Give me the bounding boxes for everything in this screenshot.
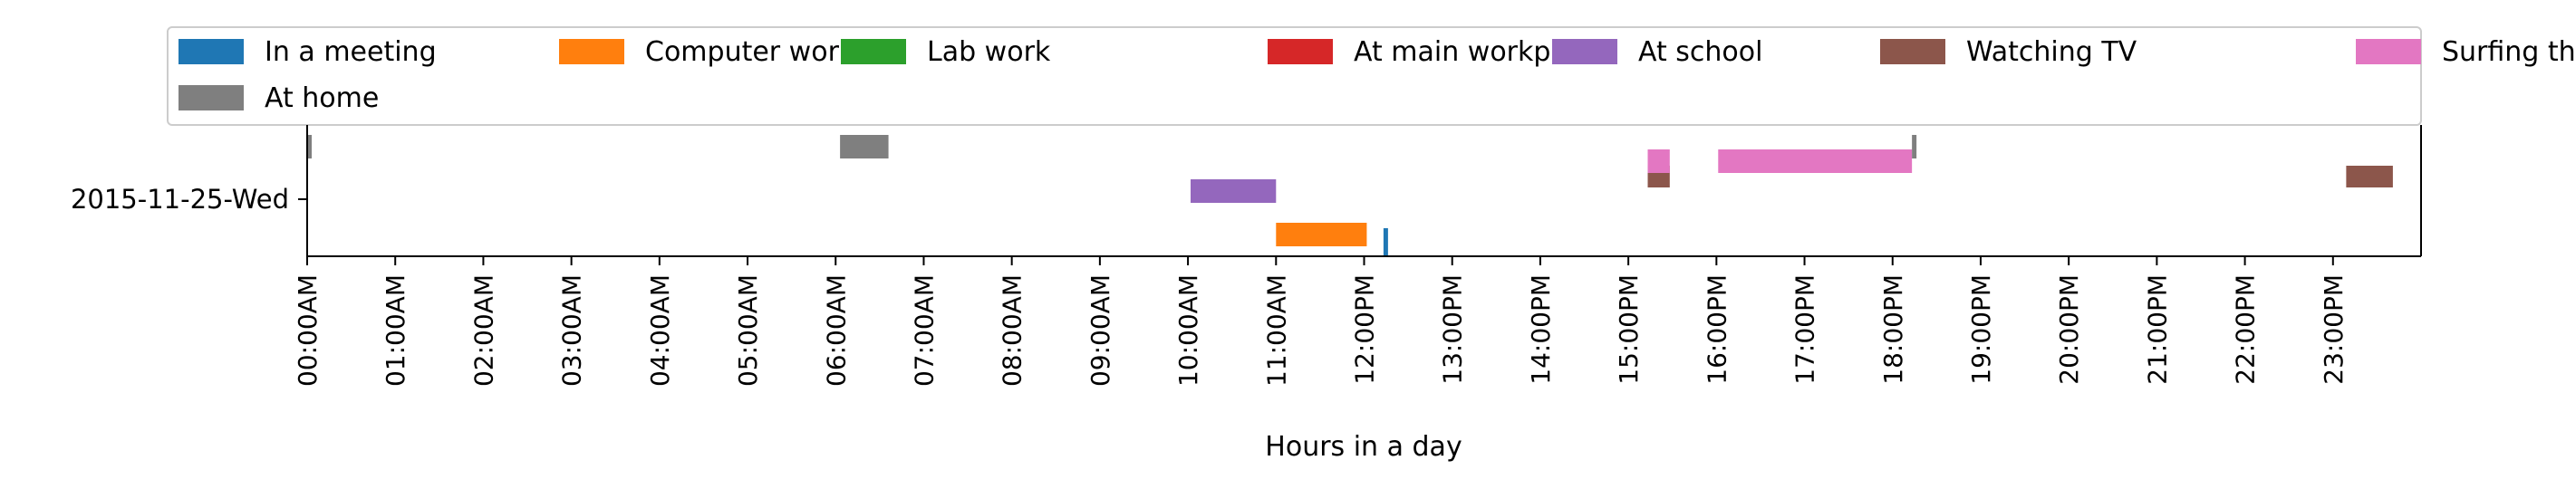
x-tick-label: 05:00AM — [733, 274, 763, 387]
legend-label-computer-work: Computer work — [645, 36, 855, 68]
x-tick-label: 02:00AM — [468, 274, 498, 387]
x-tick-label: 15:00PM — [1614, 274, 1644, 385]
legend: In a meeting Computer work Lab work At main… — [167, 26, 2576, 126]
x-tick-label: 12:00PM — [1350, 274, 1380, 385]
bar-at-school-1 — [1190, 179, 1277, 203]
bar-watching-tv-2 — [2346, 166, 2393, 187]
x-tick-label: 07:00AM — [909, 274, 939, 387]
legend-label-at-home: At home — [265, 82, 379, 114]
legend-swatch-computer-work — [559, 39, 624, 64]
x-axis-label: Hours in a day — [1265, 431, 1462, 463]
legend-label-watching-tv: Watching TV — [1966, 36, 2137, 68]
x-tick-label: 17:00PM — [1790, 274, 1820, 385]
legend-label-at-school: At school — [1638, 36, 1762, 68]
bar-in-a-meeting-1 — [1383, 228, 1388, 255]
legend-swatch-lab-work — [841, 39, 906, 64]
x-tick-label: 08:00AM — [998, 274, 1028, 387]
bar-at-home-1 — [307, 135, 312, 158]
bar-at-home-3 — [1912, 135, 1917, 158]
x-tick-label: 19:00PM — [1966, 274, 1996, 385]
x-tick-label: 13:00PM — [1438, 274, 1468, 385]
legend-label-in-a-meeting: In a meeting — [265, 36, 437, 68]
legend-box — [167, 26, 2422, 126]
x-tick-label: 18:00PM — [1878, 274, 1908, 385]
y-tick-label: 2015-11-25-Wed — [71, 184, 289, 215]
x-tick-label: 23:00PM — [2319, 274, 2349, 385]
x-tick-label: 22:00PM — [2231, 274, 2261, 385]
x-tick-label: 14:00PM — [1526, 274, 1556, 385]
bar-surfing-the-internet-1 — [1647, 149, 1670, 173]
activity-bars — [307, 135, 2393, 255]
bar-computer-work-1 — [1276, 223, 1367, 246]
axes: 00:00AM 01:00AM 02:00AM 03:00AM 04:00AM 05:00… — [71, 125, 2422, 387]
bar-surfing-the-internet-2 — [1718, 149, 1913, 173]
x-tick-label: 00:00AM — [293, 274, 323, 387]
x-tick-label: 01:00AM — [381, 274, 410, 387]
x-tick-label: 04:00AM — [645, 274, 675, 387]
legend-label-surfing-the-internet: Surfing the internet — [2442, 36, 2576, 68]
x-tick-label: 10:00AM — [1173, 274, 1203, 387]
legend-swatch-watching-tv — [1880, 39, 1945, 64]
x-tick-label: 03:00AM — [557, 274, 587, 387]
x-tick-label: 20:00PM — [2054, 274, 2084, 385]
legend-label-lab-work: Lab work — [927, 36, 1051, 68]
x-tick-label: 06:00AM — [821, 274, 851, 387]
x-tick-label: 11:00AM — [1261, 274, 1291, 387]
legend-swatch-at-home — [178, 85, 244, 110]
legend-swatch-surfing-the-internet — [2356, 39, 2421, 64]
legend-swatch-at-school — [1552, 39, 1617, 64]
legend-swatch-at-main-workplace — [1268, 39, 1333, 64]
x-tick-label: 16:00PM — [1702, 274, 1732, 385]
x-tick-label: 09:00AM — [1085, 274, 1115, 387]
legend-swatch-in-a-meeting — [178, 39, 244, 64]
bar-at-home-2 — [840, 135, 889, 158]
x-tick-label: 21:00PM — [2142, 274, 2172, 385]
